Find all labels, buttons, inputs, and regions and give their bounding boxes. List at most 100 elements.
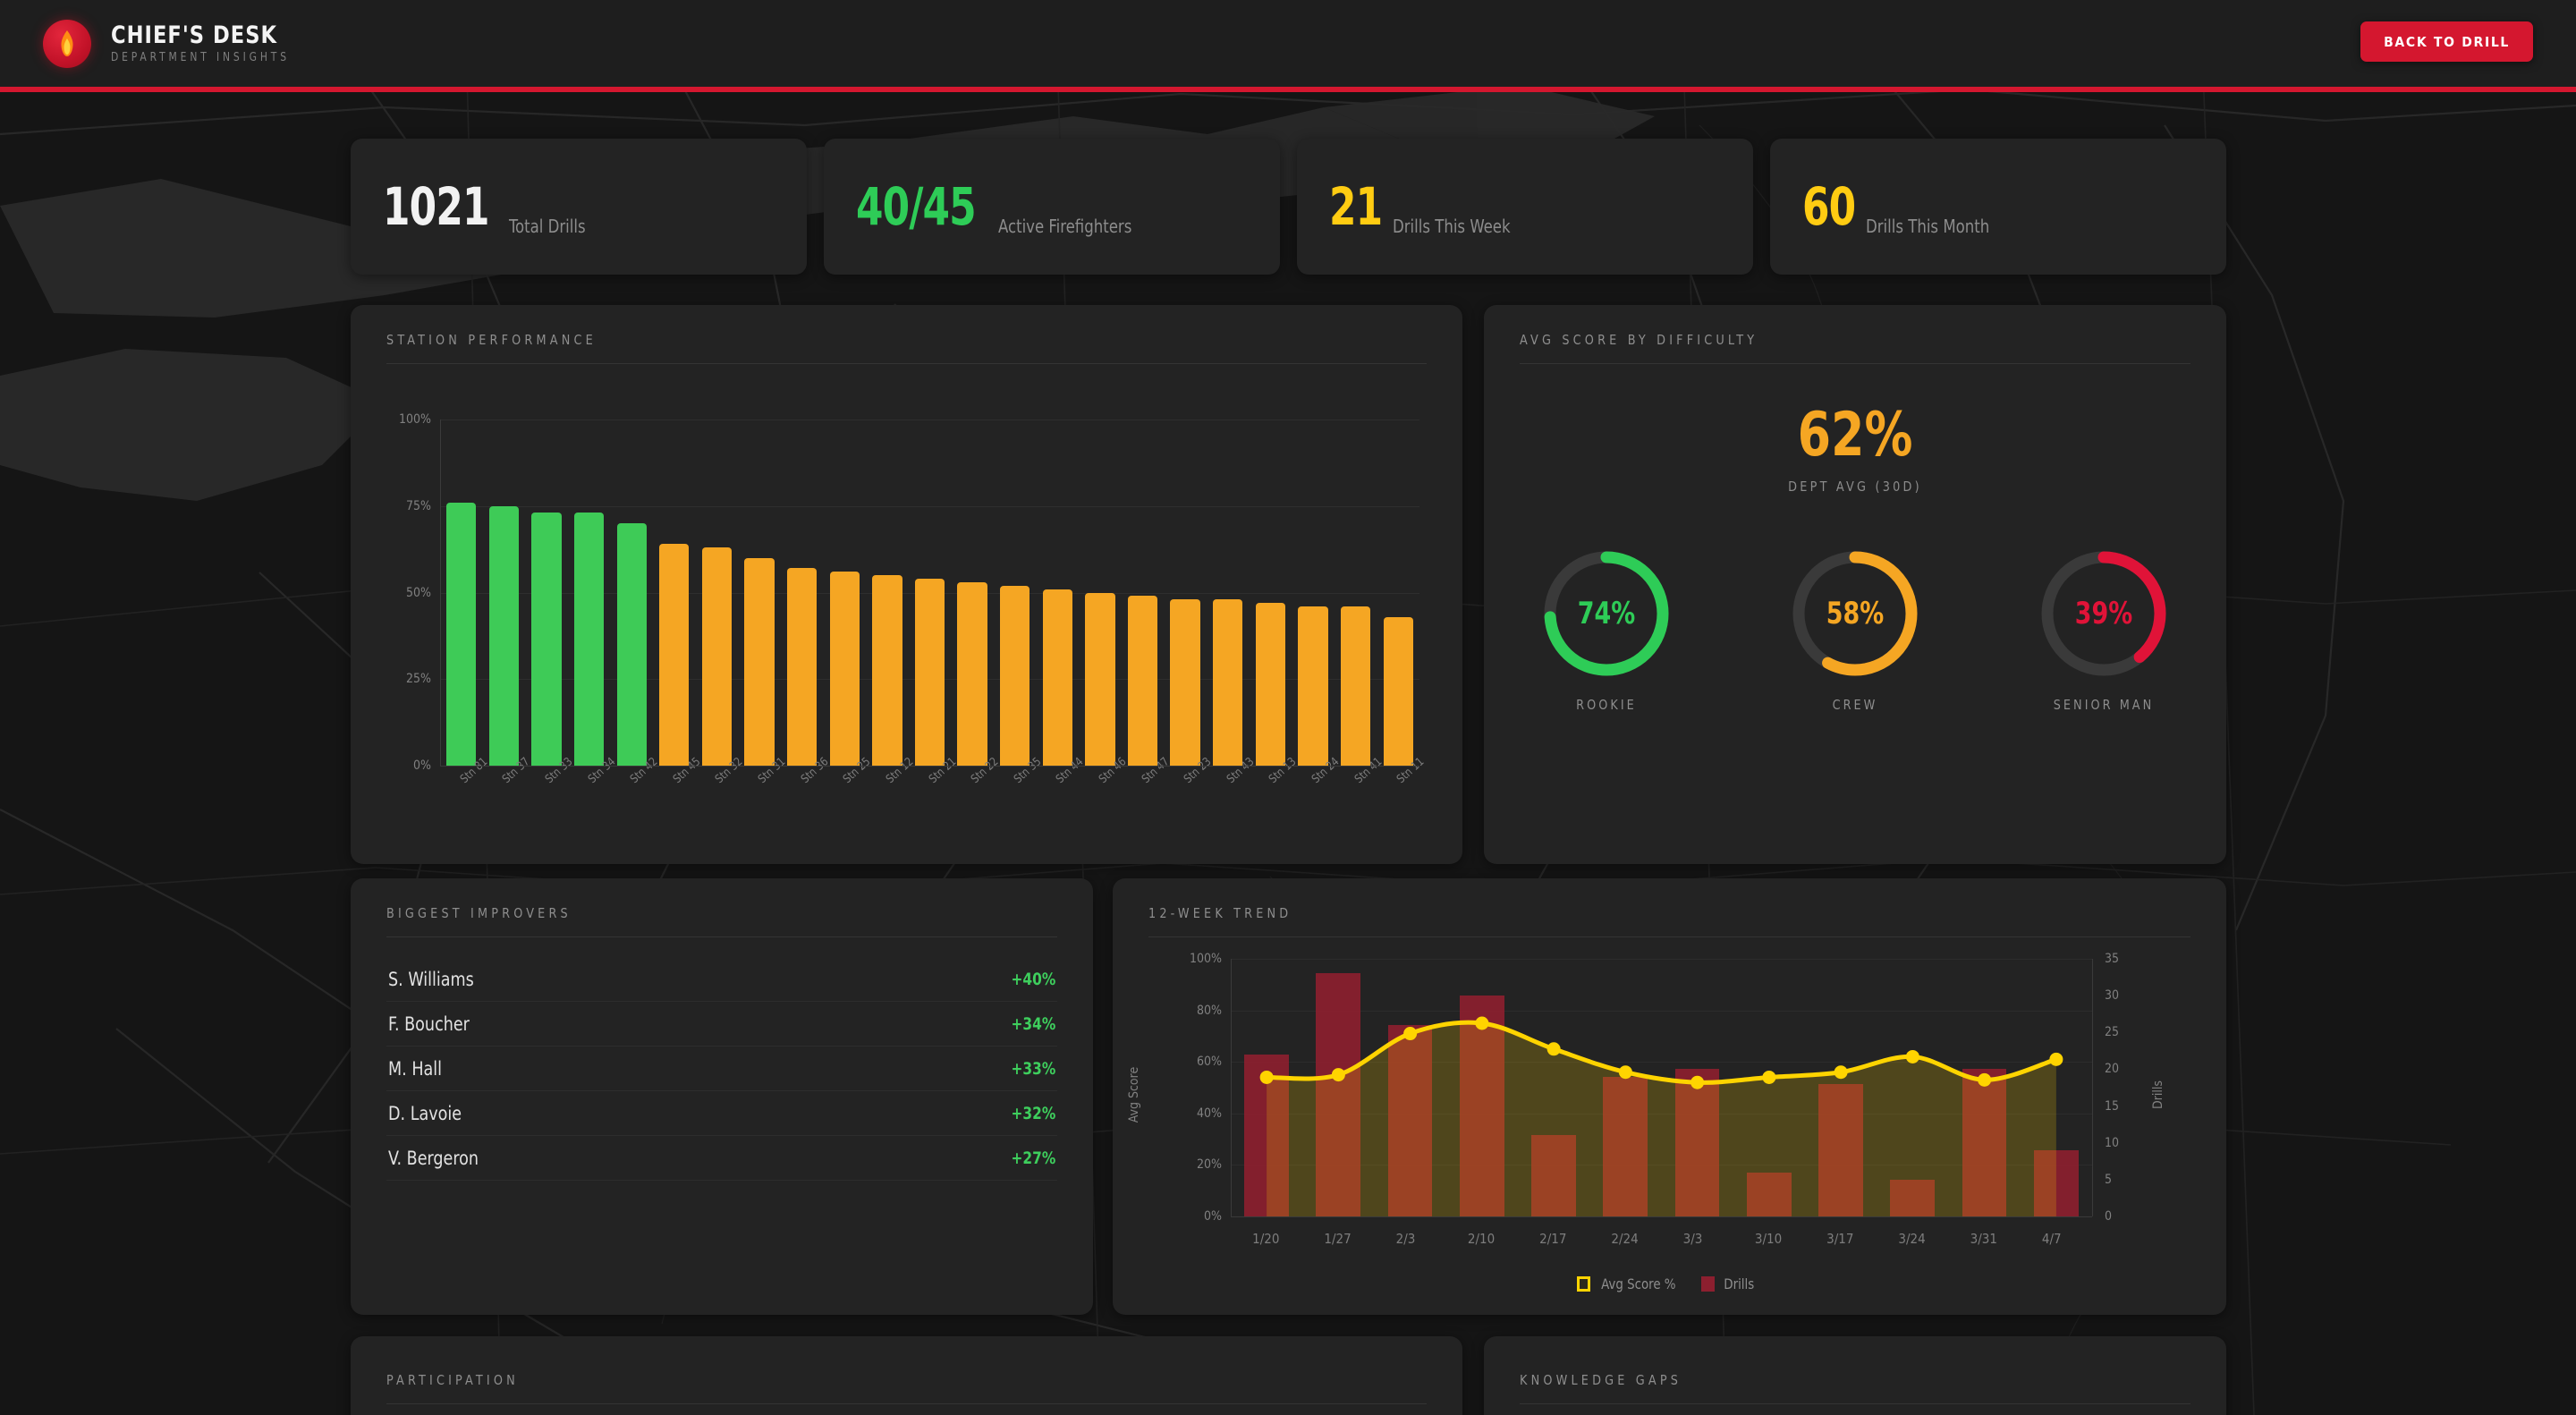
improvers-panel: BIGGEST IMPROVERS S. Williams +40% F. Bo… [351,878,1093,1315]
difficulty-panel: AVG SCORE BY DIFFICULTY 62% DEPT AVG (30… [1484,305,2226,864]
trend-bar[interactable] [1603,1076,1648,1216]
bar[interactable] [1170,599,1200,766]
bar[interactable] [573,513,605,766]
list-item[interactable]: D. Lavoie +32% [386,1091,1057,1136]
trend-bar[interactable] [1387,1025,1433,1216]
gridline [440,419,1419,420]
bar[interactable] [1042,589,1072,766]
trend-bar[interactable] [2033,1149,2079,1216]
page-title: CHIEF'S DESK [111,21,278,49]
y-axis-tick: 25% [406,672,431,687]
bar[interactable] [1298,606,1328,766]
gauge-rookie[interactable]: 74% ROOKIE [1539,547,1674,713]
y-axis-tick: 80% [1197,1003,1222,1018]
bar[interactable] [1127,596,1158,766]
y2-axis-tick: 0 [2105,1209,2113,1224]
gauge-label: ROOKIE [1576,697,1637,713]
trend-bar[interactable] [1244,1054,1289,1216]
legend-item-avg-score[interactable]: Avg Score % [1576,1275,1679,1292]
bar[interactable] [744,557,775,766]
bar[interactable] [659,544,690,766]
legend-item-drills[interactable]: Drills [1701,1275,1756,1292]
stat-card-active-firefighters[interactable]: 40/45 Active Firefighters [824,139,1280,275]
stat-value: 60 [1802,175,1856,237]
trend-bar[interactable] [1890,1179,1936,1216]
bar[interactable] [446,502,477,766]
improver-name: F. Boucher [388,1013,470,1035]
x-axis-tick: 1/20 [1252,1231,1280,1247]
list-item[interactable]: M. Hall +33% [386,1046,1057,1091]
y-axis-tick: 75% [406,498,431,513]
improver-name: S. Williams [388,968,474,990]
back-to-drill-button[interactable]: BACK TO DRILL [2360,21,2533,62]
gridline [440,505,1419,507]
legend-swatch [1701,1276,1716,1292]
y-axis-title: Avg Score [1127,1066,1141,1123]
station-performance-panel: STATION PERFORMANCE 0% 25% 50% 75% 100% Stn 8… [351,305,1462,864]
gauge-crew[interactable]: 58% CREW [1788,547,1922,713]
bar[interactable] [531,513,562,766]
stat-value: 21 [1329,175,1383,237]
improver-name: V. Bergeron [388,1147,479,1169]
trend-bar[interactable] [1674,1069,1720,1216]
stat-card-total-drills[interactable]: 1021 Total Drills [351,139,807,275]
bar[interactable] [1000,585,1030,766]
divider [1520,1403,2190,1404]
trend-panel: 12-WEEK TREND 0% 20% 40% 60% 80% 100% 0 5 10 15 20… [1113,878,2226,1315]
trend-bar[interactable] [1818,1083,1863,1216]
page-subtitle: DEPARTMENT INSIGHTS [111,51,290,64]
improver-delta: +40% [1011,969,1055,989]
y-axis-tick: 100% [1189,952,1222,966]
trend-title: 12-WEEK TREND [1148,905,1292,921]
list-item[interactable]: S. Williams +40% [386,957,1057,1002]
stat-label: Drills This Month [1865,216,1989,237]
divider [1148,936,2190,937]
x-axis-tick: 3/24 [1898,1231,1926,1247]
y2-axis-tick: 25 [2105,1025,2120,1040]
legend-swatch [1576,1276,1590,1292]
bar[interactable] [488,505,520,766]
gauge-value: 39% [2074,596,2133,631]
gridline [1231,1010,2092,1012]
trend-bar[interactable] [1531,1135,1576,1216]
app-header: CHIEF'S DESK DEPARTMENT INSIGHTS BACK TO… [0,0,2576,92]
bar[interactable] [957,581,987,766]
bar[interactable] [616,523,647,766]
bar[interactable] [829,572,860,766]
legend-label: Drills [1724,1275,1755,1292]
bar[interactable] [1383,616,1413,766]
trend-bar[interactable] [1962,1069,2007,1216]
stat-label: Active Firefighters [998,216,1132,237]
bar[interactable] [1085,592,1115,766]
bar[interactable] [1255,603,1286,766]
bar[interactable] [701,547,733,766]
trend-bar[interactable] [1316,973,1361,1216]
gauge-value: 74% [1577,596,1636,631]
x-axis-tick: 3/17 [1826,1231,1854,1247]
bar[interactable] [787,568,818,766]
improver-delta: +32% [1011,1103,1055,1123]
x-axis-tick: 3/10 [1754,1231,1783,1247]
stat-card-drills-this-week[interactable]: 21 Drills This Week [1297,139,1753,275]
bar[interactable] [1213,599,1243,766]
bar[interactable] [872,575,902,766]
flame-icon [43,19,91,68]
gridline [1231,959,2092,960]
gauge-senior-man[interactable]: 39% SENIOR MAN [2037,547,2171,713]
bar[interactable] [914,579,945,766]
list-item[interactable]: V. Bergeron +27% [386,1136,1057,1181]
participation-title: PARTICIPATION [386,1372,519,1388]
bar[interactable] [1340,606,1371,766]
gauge-label: SENIOR MAN [2053,697,2155,713]
improver-delta: +33% [1011,1058,1055,1079]
improvers-list: S. Williams +40% F. Boucher +34% M. Hall… [386,957,1057,1181]
trend-bar[interactable] [1459,996,1504,1216]
list-item[interactable]: F. Boucher +34% [386,1002,1057,1046]
trend-chart[interactable]: 0% 20% 40% 60% 80% 100% 0 5 10 15 20 25 30 35 1/20 1/27… [1113,934,2226,1315]
y-axis-tick: 40% [1197,1106,1222,1121]
improver-delta: +27% [1011,1148,1055,1168]
trend-bar[interactable] [1746,1172,1792,1216]
station-performance-chart[interactable]: 0% 25% 50% 75% 100% Stn 81 Stn 37 Stn 33 Stn 34 S… [351,403,1462,864]
stat-card-drills-this-month[interactable]: 60 Drills This Month [1770,139,2226,275]
